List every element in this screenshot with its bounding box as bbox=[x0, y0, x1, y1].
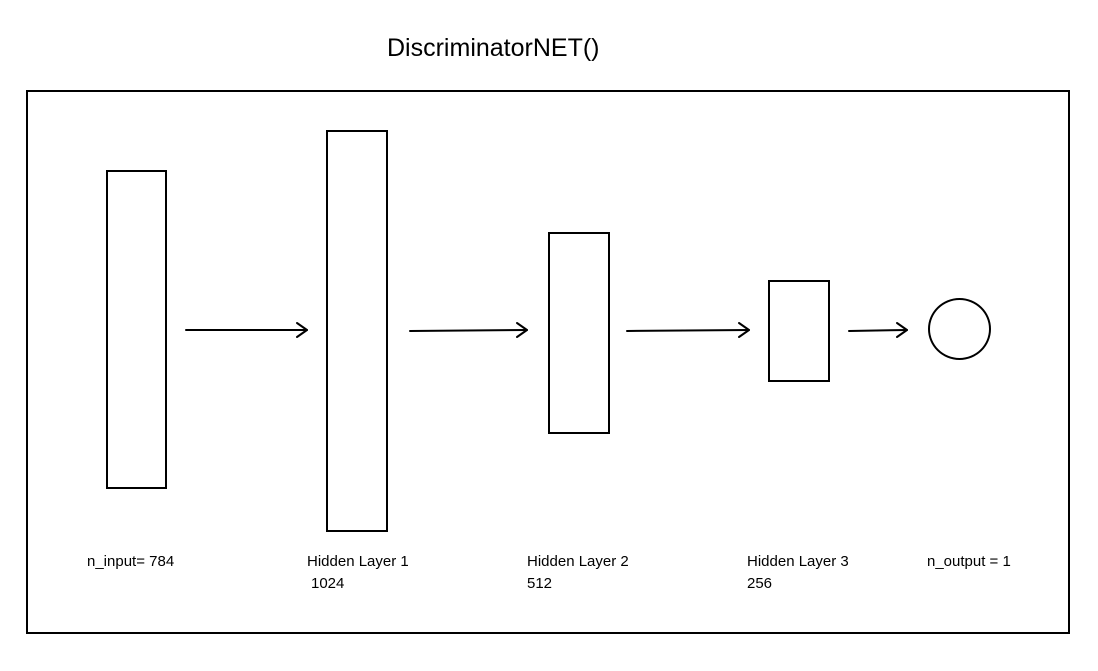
output-node-circle bbox=[928, 298, 991, 360]
output-layer-label: n_output = 1 bbox=[927, 551, 1011, 573]
input-layer-label-text: n_input= 784 bbox=[87, 553, 175, 570]
diagram-title: DiscriminatorNET() bbox=[387, 34, 600, 62]
input-layer-label: n_input= 784 bbox=[87, 551, 174, 573]
arrow-input-to-hidden1 bbox=[185, 322, 308, 338]
input-layer-block bbox=[106, 170, 167, 489]
hidden-layer-3-name: Hidden Layer 3 bbox=[747, 553, 849, 570]
output-layer-label-text: n_output = 1 bbox=[927, 553, 1011, 570]
hidden-layer-1-name: Hidden Layer 1 bbox=[307, 553, 409, 570]
arrow-hidden3-to-output bbox=[848, 322, 908, 338]
hidden-layer-3-block bbox=[768, 280, 830, 382]
hidden-layer-2-size: 512 bbox=[527, 575, 553, 592]
hidden-layer-2-label: Hidden Layer 2 512 bbox=[527, 551, 629, 595]
hidden-layer-1-block bbox=[326, 130, 388, 532]
arrow-hidden1-to-hidden2 bbox=[409, 322, 528, 338]
hidden-layer-2-name: Hidden Layer 2 bbox=[527, 553, 629, 570]
network-frame bbox=[26, 90, 1070, 634]
hidden-layer-1-label: Hidden Layer 1 1024 bbox=[307, 551, 409, 595]
hidden-layer-3-size: 256 bbox=[747, 575, 773, 592]
hidden-layer-1-size: 1024 bbox=[311, 575, 345, 592]
arrow-hidden2-to-hidden3 bbox=[626, 322, 750, 338]
hidden-layer-2-block bbox=[548, 232, 610, 434]
hidden-layer-3-label: Hidden Layer 3 256 bbox=[747, 551, 849, 595]
